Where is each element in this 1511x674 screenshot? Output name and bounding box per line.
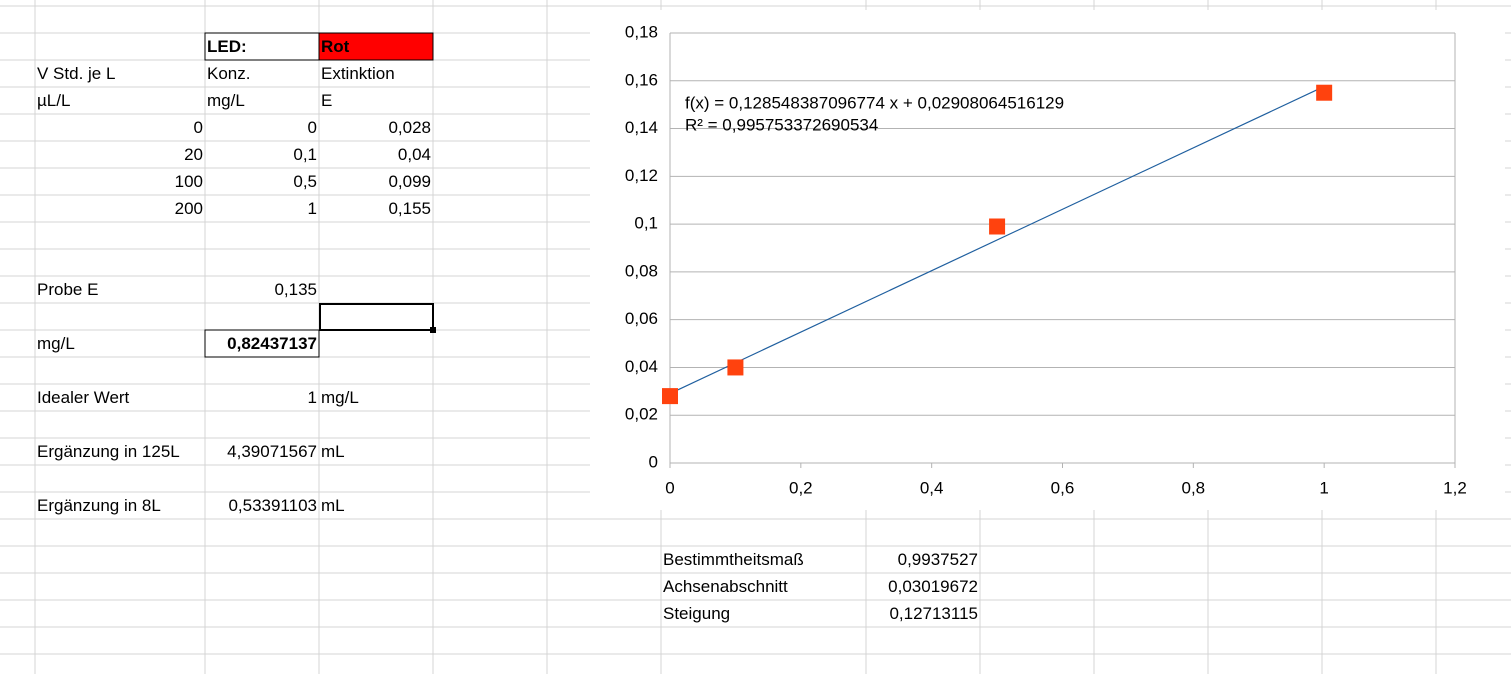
x-tick-label: 0,8 bbox=[1182, 478, 1206, 497]
cell-text: mL bbox=[321, 496, 345, 515]
cell-text: 100 bbox=[175, 172, 203, 191]
cell-text: Konz. bbox=[207, 64, 250, 83]
chart-area[interactable] bbox=[590, 10, 1505, 510]
x-tick-label: 0,4 bbox=[920, 478, 944, 497]
x-tick-label: 0,6 bbox=[1051, 478, 1075, 497]
cell-text: Achsenabschnitt bbox=[663, 577, 788, 596]
cell-text: 0,9937527 bbox=[898, 550, 978, 569]
cell-text: 0 bbox=[308, 118, 317, 137]
cell-text: 4,39071567 bbox=[227, 442, 317, 461]
cell-text: 0,03019672 bbox=[888, 577, 978, 596]
cell-text: Ergänzung in 125L bbox=[37, 442, 180, 461]
fill-handle bbox=[430, 327, 436, 333]
cell-text: Bestimmtheitsmaß bbox=[663, 550, 804, 569]
y-tick-label: 0,16 bbox=[625, 70, 658, 89]
cell-text: Idealer Wert bbox=[37, 388, 130, 407]
y-tick-label: 0,14 bbox=[625, 118, 658, 137]
cell-text: 0,099 bbox=[388, 172, 431, 191]
x-tick-label: 1 bbox=[1319, 478, 1328, 497]
y-tick-label: 0 bbox=[649, 452, 658, 471]
cell-text: 0,155 bbox=[388, 199, 431, 218]
y-tick-label: 0,04 bbox=[625, 357, 658, 376]
cell-text: 0,12713115 bbox=[889, 604, 978, 623]
cell-fill bbox=[318, 32, 434, 61]
cell-text: 1 bbox=[308, 388, 317, 407]
cell-text: 0,53391103 bbox=[228, 496, 317, 515]
y-tick-label: 0,06 bbox=[625, 309, 658, 328]
data-point bbox=[727, 359, 744, 376]
cell-text: 0,135 bbox=[274, 280, 317, 299]
cell-text: Steigung bbox=[663, 604, 730, 623]
cell-text: mL bbox=[321, 442, 345, 461]
y-tick-label: 0,12 bbox=[625, 166, 658, 185]
trend-equation: f(x) = 0,128548387096774 x + 0,029080645… bbox=[685, 93, 1064, 112]
data-point bbox=[1316, 84, 1333, 101]
cell-text: mg/L bbox=[207, 91, 245, 110]
cell-text: 0 bbox=[194, 118, 203, 137]
trendline bbox=[669, 85, 1325, 395]
x-tick-label: 1,2 bbox=[1443, 478, 1467, 497]
cell-text: Rot bbox=[321, 37, 350, 56]
cell-text: 0,5 bbox=[293, 172, 317, 191]
cell-text: E bbox=[321, 91, 332, 110]
cell-border bbox=[204, 329, 320, 358]
cell-border bbox=[204, 32, 320, 61]
y-tick-label: 0,18 bbox=[625, 22, 658, 41]
y-tick-label: 0,1 bbox=[634, 214, 658, 233]
cell-text: Probe E bbox=[37, 280, 98, 299]
cell-text: 1 bbox=[308, 199, 317, 218]
cell-text: 0,1 bbox=[293, 145, 317, 164]
selected-cell bbox=[319, 303, 434, 331]
trend-r2: R² = 0,995753372690534 bbox=[685, 115, 878, 134]
cell-text: 200 bbox=[175, 199, 203, 218]
x-tick-label: 0 bbox=[665, 478, 674, 497]
cell-text: 0,028 bbox=[388, 118, 431, 137]
cell-text: mg/L bbox=[37, 334, 75, 353]
cell-text: 0,82437137 bbox=[227, 334, 317, 353]
x-tick-label: 0,2 bbox=[789, 478, 813, 497]
data-point bbox=[662, 388, 678, 405]
cell-text: mg/L bbox=[321, 388, 359, 407]
cell-text: µL/L bbox=[37, 91, 70, 110]
cell-text: Ergänzung in 8L bbox=[37, 496, 161, 515]
y-tick-label: 0,08 bbox=[625, 261, 658, 280]
cell-text: 20 bbox=[184, 145, 203, 164]
cell-text: V Std. je L bbox=[37, 64, 115, 83]
cell-text: 0,04 bbox=[398, 145, 431, 164]
data-point bbox=[989, 218, 1006, 235]
cell-text: LED: bbox=[207, 37, 247, 56]
cell-text: Extinktion bbox=[321, 64, 395, 83]
y-tick-label: 0,02 bbox=[625, 405, 658, 424]
